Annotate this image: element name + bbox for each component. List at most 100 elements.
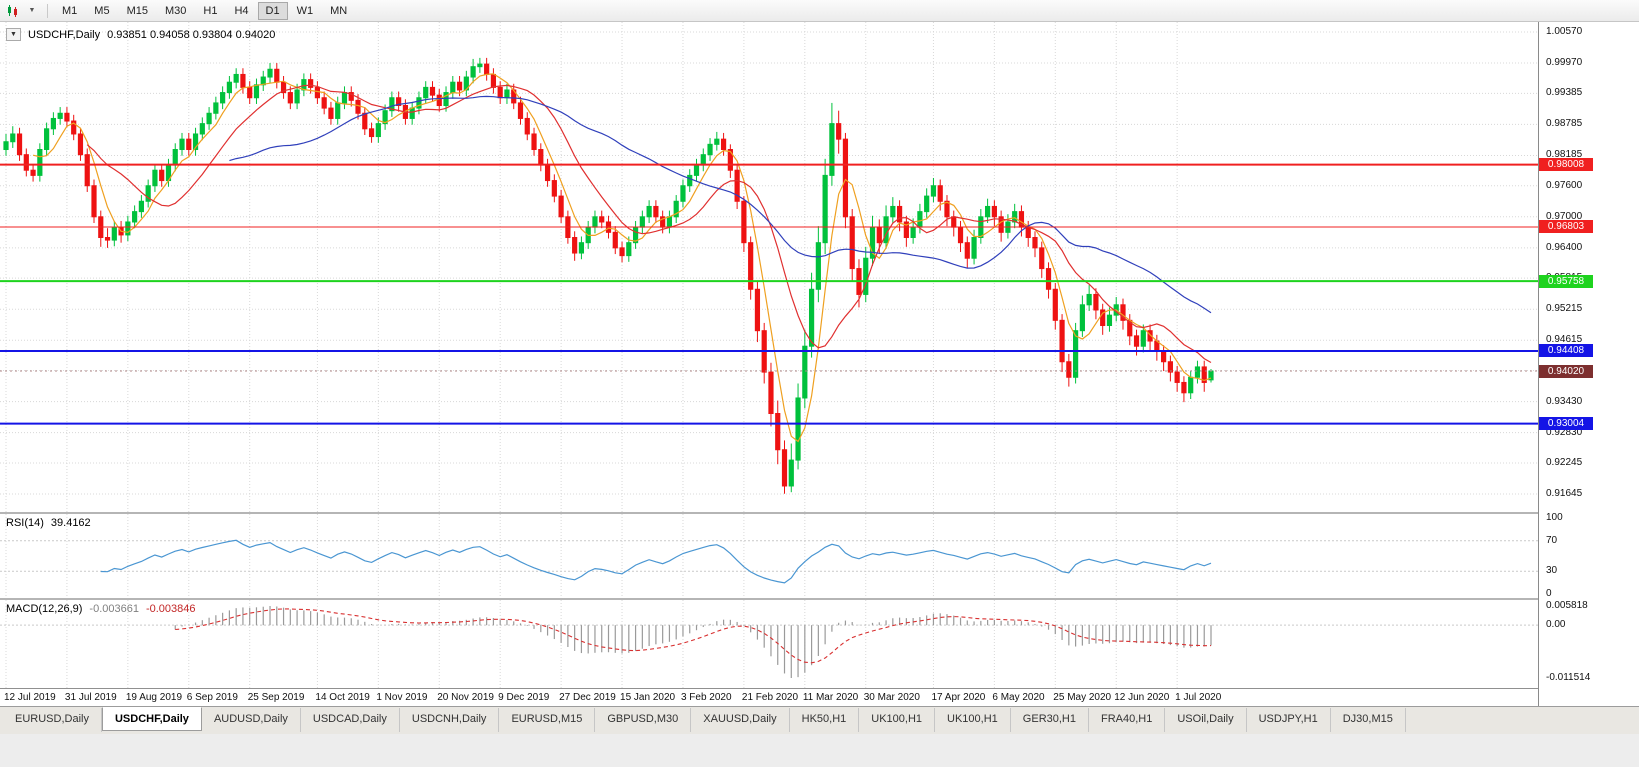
- rsi-tick-label: 30: [1546, 565, 1558, 577]
- main-grid: [0, 22, 1538, 512]
- toolbar-separator: [47, 3, 48, 18]
- level-price-label[interactable]: 0.98008: [1539, 158, 1593, 172]
- chart-tab-hk50-h1-8[interactable]: HK50,H1: [790, 708, 860, 732]
- date-tick-label: 25 Sep 2019: [247, 692, 305, 703]
- macd-title-bar: MACD(12,26,9) -0.003661 -0.003846: [6, 603, 196, 615]
- date-tick-label: 6 May 2020: [992, 692, 1045, 703]
- price-tick-label: 0.99385: [1546, 87, 1583, 99]
- chart-tab-uk100-h1-10[interactable]: UK100,H1: [935, 708, 1011, 732]
- rsi-tick-label: 70: [1546, 534, 1558, 546]
- main-price-chart[interactable]: [0, 22, 1538, 512]
- price-tick-label: 0.93430: [1546, 395, 1583, 407]
- date-tick-label: 9 Dec 2019: [498, 692, 550, 703]
- price-tick-label: 0.98785: [1546, 118, 1583, 130]
- macd-label: MACD(12,26,9): [6, 603, 83, 615]
- timeframe-toolbar: ▼ M1 M5 M15 M30 H1 H4 D1 W1 MN: [0, 0, 1639, 22]
- chart-tab-uk100-h1-9[interactable]: UK100,H1: [859, 708, 936, 732]
- bottom-strip: [0, 734, 1639, 767]
- macd-tick-label: -0.011514: [1546, 672, 1591, 683]
- date-tick-label: 12 Jul 2019: [4, 692, 56, 703]
- chart-tab-usoil-daily-13[interactable]: USOil,Daily: [1165, 708, 1247, 732]
- candlestick-chart-icon[interactable]: [4, 3, 22, 19]
- macd-panel-divider[interactable]: [0, 598, 1639, 600]
- rsi-tick-label: 100: [1546, 512, 1563, 523]
- chart-tab-usdchf-daily-1[interactable]: USDCHF,Daily: [101, 707, 202, 731]
- date-tick-label: 21 Feb 2020: [741, 692, 799, 703]
- candles-layer[interactable]: [3, 57, 1214, 494]
- level-price-label[interactable]: 0.93004: [1539, 417, 1593, 431]
- chart-tabs-bar: EURUSD,Daily USDCHF,Daily AUDUSD,Daily USDC…: [0, 706, 1639, 734]
- chart-tab-fra40-h1-12[interactable]: FRA40,H1: [1089, 708, 1166, 732]
- date-tick-label: 17 Apr 2020: [931, 692, 986, 703]
- tf-button-mn[interactable]: MN: [322, 2, 355, 20]
- price-tick-label: 0.91645: [1546, 488, 1583, 499]
- price-tick-label: 0.97000: [1546, 210, 1583, 222]
- date-tick-label: 19 Aug 2019: [125, 692, 183, 703]
- date-tick-label: 14 Oct 2019: [315, 692, 370, 703]
- tf-button-m1[interactable]: M1: [54, 2, 85, 20]
- tf-button-h1[interactable]: H1: [195, 2, 225, 20]
- rsi-tick-label: 0: [1546, 588, 1552, 599]
- tf-button-m15[interactable]: M15: [119, 2, 156, 20]
- level-price-label[interactable]: 0.94408: [1539, 344, 1593, 358]
- date-tick-label: 31 Jul 2019: [64, 692, 117, 703]
- rsi-label: RSI(14): [6, 517, 44, 529]
- chart-tab-gbpusd-m30-6[interactable]: GBPUSD,M30: [595, 708, 692, 732]
- tf-button-m30[interactable]: M30: [157, 2, 194, 20]
- chart-tab-usdcnh-daily-4[interactable]: USDCNH,Daily: [400, 708, 500, 732]
- date-axis: 12 Jul 2019 31 Jul 2019 19 Aug 2019 6 Sep 2…: [0, 688, 1639, 706]
- chart-tab-dj30-m15-15[interactable]: DJ30,M15: [1331, 708, 1406, 732]
- candlestick-glyph: [8, 4, 17, 17]
- macd-tick-label: 0.005818: [1546, 600, 1588, 611]
- chart-tab-audusd-daily-2[interactable]: AUDUSD,Daily: [202, 708, 301, 732]
- chart-area[interactable]: ▼ USDCHF,Daily 0.93851 0.94058 0.93804 0…: [0, 22, 1639, 706]
- tf-button-h4[interactable]: H4: [226, 2, 256, 20]
- current-price-label: 0.94020: [1539, 364, 1593, 378]
- date-tick-label: 12 Jun 2020: [1114, 692, 1170, 703]
- date-tick-label: 30 Mar 2020: [863, 692, 920, 703]
- chart-tab-xauusd-daily-7[interactable]: XAUUSD,Daily: [691, 708, 790, 732]
- price-tick-label: 0.98185: [1546, 149, 1583, 161]
- chart-ohlc-label: 0.93851 0.94058 0.93804 0.94020: [107, 28, 276, 41]
- rsi-title-bar: RSI(14) 39.4162: [6, 517, 91, 529]
- chart-tab-ger30-h1-11[interactable]: GER30,H1: [1011, 708, 1089, 732]
- chart-tab-eurusd-daily-0[interactable]: EURUSD,Daily: [3, 708, 102, 732]
- date-tick-label: 1 Nov 2019: [376, 692, 428, 703]
- rsi-value: 39.4162: [50, 517, 91, 529]
- dropdown-arrow-icon[interactable]: ▼: [28, 7, 36, 14]
- level-price-label[interactable]: 0.95758: [1539, 274, 1593, 288]
- price-tick-label: 0.97600: [1546, 179, 1583, 191]
- one-click-trading-toggle[interactable]: ▼: [6, 28, 21, 41]
- date-tick-label: 15 Jan 2020: [620, 692, 676, 703]
- date-tick-label: 6 Sep 2019: [186, 692, 238, 703]
- chart-symbol-label: USDCHF,Daily: [28, 28, 101, 41]
- macd-signal-value: -0.003846: [145, 603, 196, 615]
- level-price-label[interactable]: 0.96803: [1539, 220, 1593, 234]
- price-axis[interactable]: 1.00570 0.99970 0.99385 0.98785 0.98185 0.976…: [1538, 22, 1639, 706]
- macd-tick-label: 0.00: [1546, 619, 1566, 631]
- horizontal-levels[interactable]: [0, 163, 1538, 425]
- price-tick-label: 0.94615: [1546, 334, 1583, 346]
- price-tick-label: 0.95215: [1546, 303, 1583, 315]
- chart-tab-eurusd-m15-5[interactable]: EURUSD,M15: [499, 708, 596, 732]
- rsi-panel-divider[interactable]: [0, 512, 1639, 514]
- rsi-panel[interactable]: [0, 514, 1538, 598]
- tf-button-d1[interactable]: D1: [257, 1, 288, 20]
- moving-averages: [32, 73, 1212, 443]
- chart-tab-usdjpy-h1-14[interactable]: USDJPY,H1: [1247, 708, 1331, 732]
- price-tick-label: 0.92830: [1546, 426, 1583, 438]
- tf-button-m5[interactable]: M5: [86, 2, 117, 20]
- chart-tab-usdcad-daily-3[interactable]: USDCAD,Daily: [301, 708, 400, 732]
- price-tick-label: 0.99970: [1546, 57, 1583, 69]
- date-tick-label: 11 Mar 2020: [802, 692, 859, 703]
- date-tick-label: 3 Feb 2020: [680, 692, 732, 703]
- date-tick-label: 1 Jul 2020: [1175, 692, 1222, 703]
- timeframe-buttons: M1 M5 M15 M30 H1 H4 D1 W1 MN: [54, 1, 355, 20]
- macd-panel[interactable]: [0, 600, 1538, 688]
- tf-button-w1[interactable]: W1: [289, 2, 322, 20]
- date-tick-label: 25 May 2020: [1053, 692, 1112, 703]
- price-tick-label: 0.92245: [1546, 456, 1583, 468]
- price-tick-label: 0.96400: [1546, 241, 1583, 253]
- price-tick-label: 1.00570: [1546, 26, 1583, 37]
